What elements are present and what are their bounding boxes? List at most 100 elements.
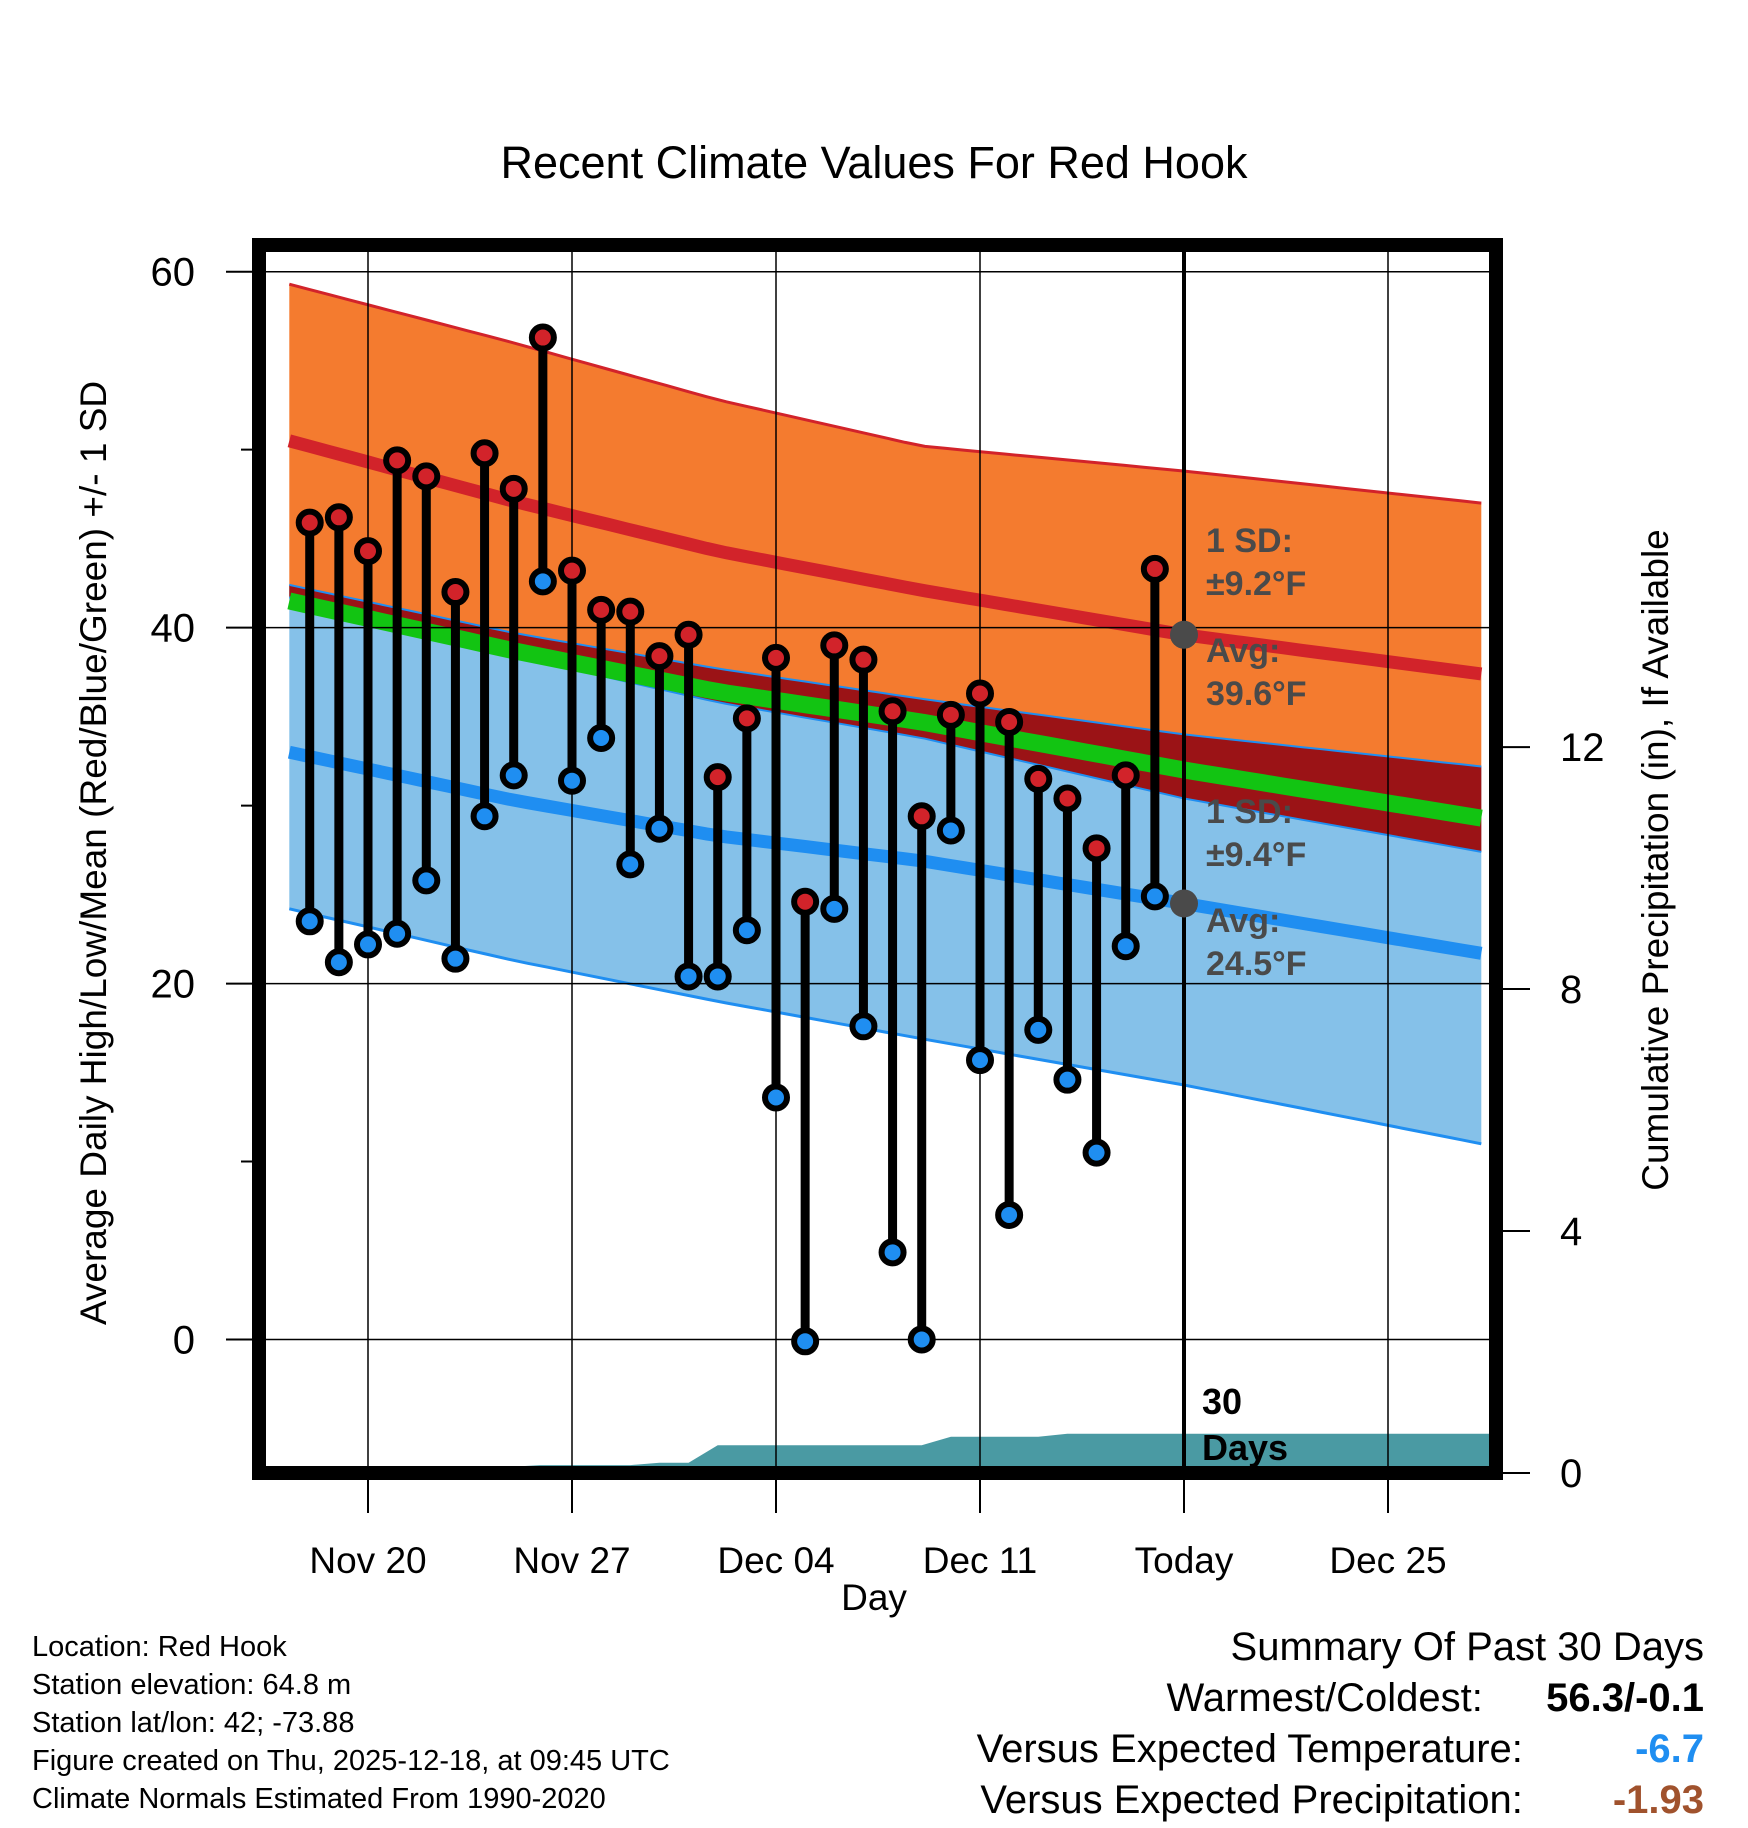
- daily-low-point: [820, 894, 849, 923]
- daily-low-point: [295, 907, 324, 936]
- daily-low-point: [732, 916, 761, 945]
- daily-high-point: [645, 642, 674, 671]
- temp-label: Versus Expected Temperature:: [976, 1727, 1523, 1771]
- low-avg-value: 24.5°F: [1206, 945, 1307, 983]
- daily-low-point: [1111, 932, 1140, 961]
- daily-low-point: [1024, 1015, 1053, 1044]
- precip-label: Versus Expected Precipitation:: [980, 1778, 1523, 1822]
- daily-high-point: [587, 595, 616, 624]
- daily-low-point: [878, 1238, 907, 1267]
- daily-low-point: [674, 962, 703, 991]
- daily-low-point: [762, 1083, 790, 1112]
- daily-high-point: [499, 474, 528, 503]
- daily-low-point: [1053, 1065, 1082, 1094]
- info-location: Location: Red Hook: [32, 1631, 287, 1663]
- high-avg-value: 39.6°F: [1206, 675, 1307, 713]
- daily-low-point: [383, 919, 412, 948]
- daily-high-point: [732, 704, 761, 733]
- info-latlon: Station lat/lon: 42; -73.88: [32, 1707, 355, 1739]
- daily-high-point: [558, 556, 586, 585]
- summary-precip: Versus Expected Precipitation: -1.93: [977, 1775, 1704, 1826]
- daily-low-point: [354, 930, 382, 959]
- info-created: Figure created on Thu, 2025-12-18, at 09…: [32, 1745, 670, 1777]
- low-avg-label: Avg:: [1206, 902, 1280, 940]
- daily-high-point: [674, 620, 703, 649]
- plot-area: [266, 245, 1490, 1473]
- daily-low-point: [849, 1012, 878, 1041]
- warm-cold-value: 56.3/-0.1: [1546, 1676, 1704, 1720]
- x-tick-label: Dec 04: [717, 1540, 834, 1581]
- daily-high-point: [907, 802, 936, 831]
- daily-high-point: [324, 503, 353, 532]
- summary-warm-cold: Warmest/Coldest: 56.3/-0.1: [977, 1673, 1705, 1724]
- daily-high-point: [791, 887, 820, 916]
- daily-low-point: [528, 567, 557, 596]
- daily-high-point: [995, 707, 1024, 736]
- chart-title: Recent Climate Values For Red Hook: [501, 137, 1248, 188]
- x-tick-label: Dec 11: [923, 1540, 1038, 1581]
- daily-high-point: [295, 508, 324, 537]
- daily-high-point: [412, 462, 441, 491]
- daily-high-point: [1053, 784, 1082, 813]
- x-tick-label: Nov 27: [513, 1540, 630, 1581]
- daily-low-point: [645, 814, 674, 843]
- low-sd-label: 1 SD:: [1206, 793, 1293, 831]
- y2-tick-label: 4: [1560, 1210, 1582, 1254]
- y-axis-label: Average Daily High/Low/Mean (Red/Blue/Gr…: [73, 381, 114, 1325]
- daily-low-point: [907, 1325, 936, 1354]
- y2-tick-label: 12: [1560, 726, 1605, 770]
- annotation-labels: 1 SD: ±9.2°F Avg: 39.6°F 1 SD: ±9.4°F Av…: [1206, 522, 1307, 983]
- y-tick-label: 60: [151, 251, 196, 295]
- daily-low-point: [441, 944, 470, 973]
- summary-temp: Versus Expected Temperature: -6.7: [977, 1724, 1704, 1775]
- plot-frame: [252, 238, 1503, 1480]
- daily-high-point: [878, 697, 907, 726]
- daily-low-point: [791, 1327, 820, 1356]
- daily-high-point: [441, 578, 470, 607]
- daily-high-point: [820, 631, 849, 660]
- daily-high-point: [354, 537, 382, 566]
- high-sd-label: 1 SD:: [1206, 522, 1293, 560]
- plot-overlay: [295, 245, 1198, 1473]
- y-tick-label: 20: [151, 963, 196, 1007]
- y-tick-label: 40: [151, 607, 196, 651]
- daily-high-point: [849, 645, 878, 674]
- x-tick-label: Today: [1135, 1540, 1234, 1581]
- precip-area: [280, 1433, 1490, 1473]
- today-low-normal-marker: [1170, 889, 1198, 918]
- axes: 0 20 40 60 0 4 8 12 Nov 20 Nov 27 Dec 04 Dec 11 Toda…: [151, 251, 1605, 1581]
- daily-high-point: [1140, 554, 1169, 583]
- daily-low-point: [324, 948, 353, 977]
- daily-high-point: [616, 597, 645, 626]
- period-label: 30 Days: [1202, 1381, 1288, 1468]
- daily-low-point: [995, 1200, 1024, 1229]
- station-info: Location: Red Hook Station elevation: 64…: [32, 1628, 670, 1818]
- daily-low-point: [499, 761, 528, 790]
- precip-value: -1.93: [1612, 1778, 1704, 1822]
- summary-panel: Summary Of Past 30 Days Warmest/Coldest:…: [977, 1622, 1704, 1826]
- daily-high-point: [1111, 761, 1140, 790]
- daily-low-point: [587, 723, 616, 752]
- y2-tick-label: 0: [1560, 1452, 1582, 1496]
- info-normals: Climate Normals Estimated From 1990-2020: [32, 1783, 606, 1815]
- daily-high-point: [1024, 764, 1053, 793]
- summary-title: Summary Of Past 30 Days: [1230, 1625, 1704, 1669]
- y-tick-label: 0: [173, 1319, 195, 1363]
- period-label-days: Days: [1202, 1427, 1288, 1468]
- low-sd-value: ±9.4°F: [1206, 836, 1306, 874]
- daily-high-point: [936, 700, 965, 729]
- warm-cold-label: Warmest/Coldest:: [1166, 1676, 1483, 1720]
- daily-high-point: [762, 643, 790, 672]
- x-axis-label: Day: [841, 1577, 907, 1618]
- info-elevation: Station elevation: 64.8 m: [32, 1669, 352, 1701]
- daily-low-point: [703, 962, 732, 991]
- daily-low-point: [936, 816, 965, 845]
- x-tick-label: Nov 20: [309, 1540, 426, 1581]
- daily-low-point: [558, 766, 586, 795]
- x-tick-label: Dec 25: [1329, 1540, 1446, 1581]
- low-lower-edge: [288, 907, 1482, 1146]
- today-high-normal-marker: [1170, 620, 1198, 649]
- daily-high-point: [470, 439, 499, 468]
- daily-high-point: [528, 323, 557, 352]
- daily-low-point: [966, 1046, 994, 1075]
